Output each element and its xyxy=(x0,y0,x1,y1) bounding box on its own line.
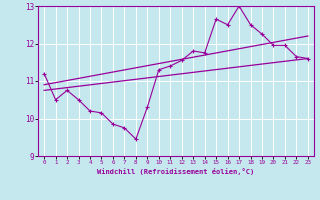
X-axis label: Windchill (Refroidissement éolien,°C): Windchill (Refroidissement éolien,°C) xyxy=(97,168,255,175)
